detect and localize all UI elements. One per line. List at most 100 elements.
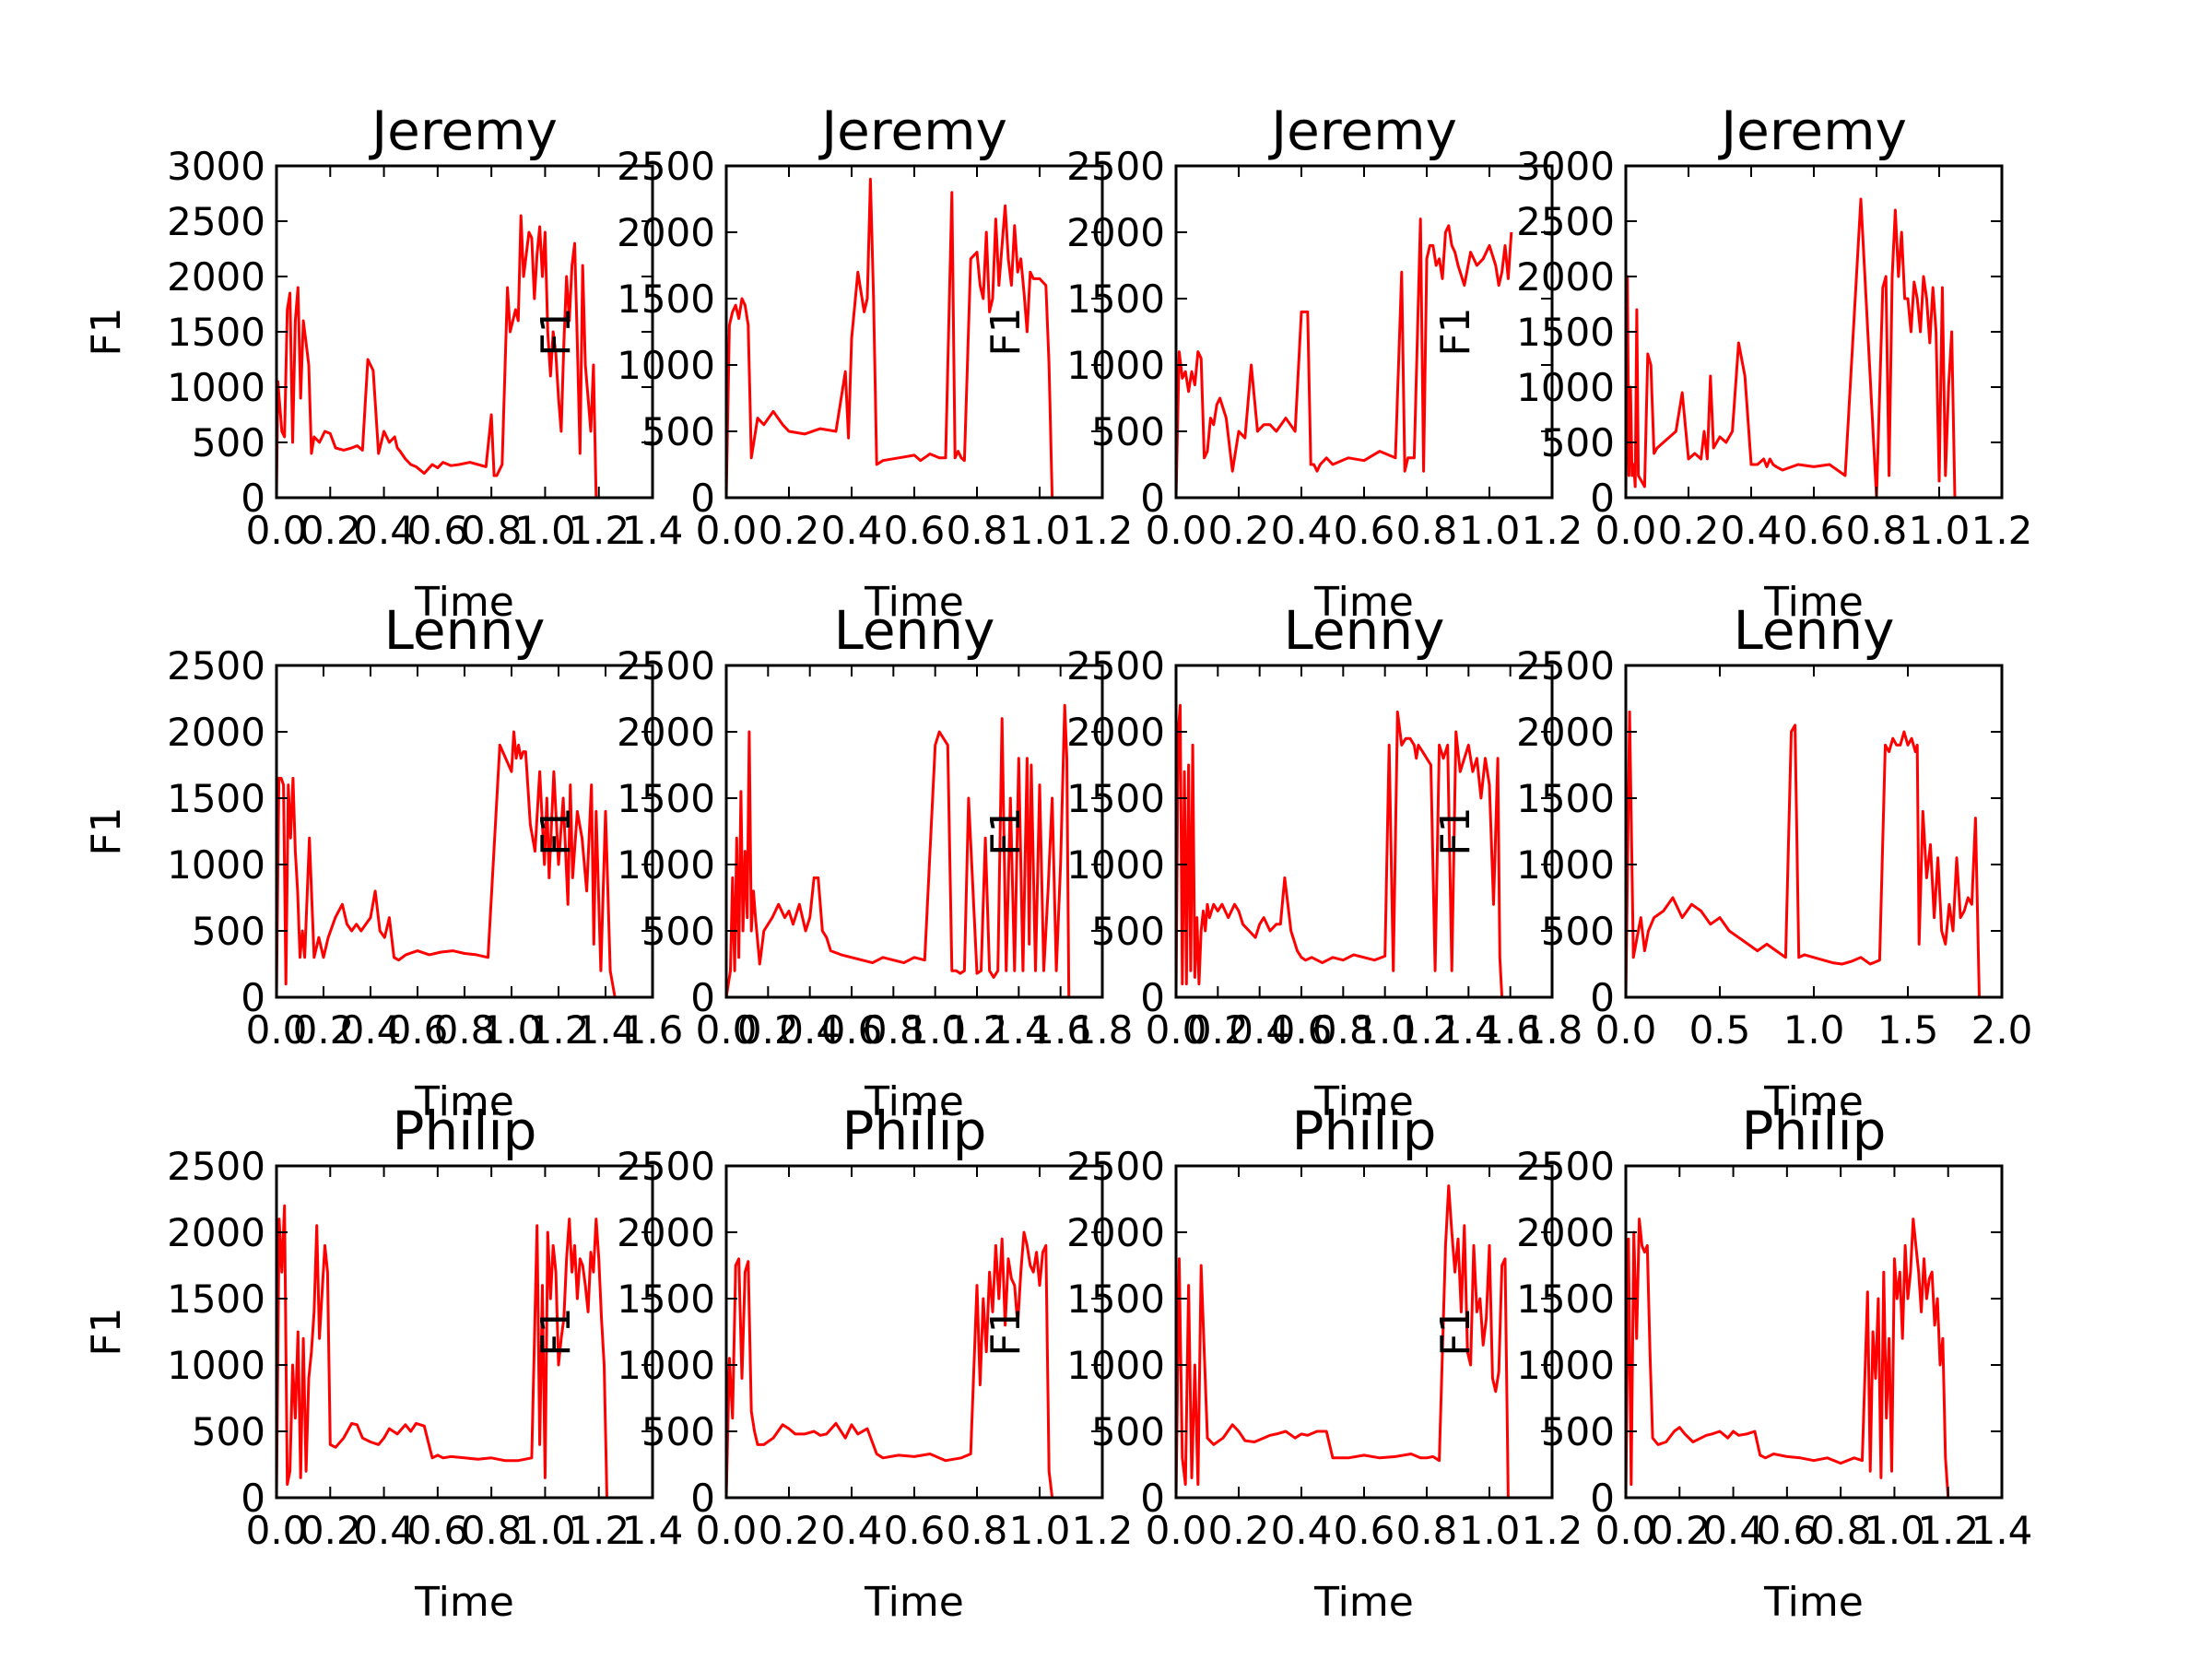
x-tick-label: 0.0 <box>1595 1007 1657 1053</box>
x-tick-label: 0.4 <box>779 1007 841 1053</box>
y-tick-label: 0 <box>241 476 265 521</box>
x-tick-label: 1.0 <box>1009 1508 1071 1553</box>
subplot-9: 0.00.20.40.60.81.01.21.4 0 500 1000 1500 2000… <box>83 1100 683 1626</box>
y-tick-label: 1500 <box>617 776 715 821</box>
y-tick-label: 500 <box>1091 1409 1165 1454</box>
x-tick-label: 1.0 <box>1864 1508 1925 1553</box>
x-tick-label: 0.8 <box>1810 1508 1872 1553</box>
x-tick-label: 0.6 <box>1783 508 1845 553</box>
x-axis-label: Time <box>1763 1579 1864 1626</box>
x-tick-label: 1.2 <box>1917 1508 1979 1553</box>
y-tick-label: 2500 <box>617 1144 715 1189</box>
x-tick-label: 0.2 <box>1187 1007 1249 1053</box>
x-tick-label: 1.4 <box>1971 1508 2033 1553</box>
y-tick-label: 0 <box>1140 975 1165 1020</box>
y-tick-label: 2000 <box>617 1210 715 1255</box>
x-tick-label: 0.4 <box>821 508 883 553</box>
x-tick-label: 0.8 <box>947 508 1008 553</box>
y-tick-label: 1000 <box>1066 343 1165 388</box>
subplot-title: Philip <box>1742 1100 1887 1162</box>
y-axis-label: F1 <box>533 307 580 356</box>
subplot-3: 0.0 0.2 0.4 0.6 0.8 1.0 1.20500100015002000250… <box>982 100 1583 626</box>
x-tick-label: 0.8 <box>1846 508 1908 553</box>
x-tick-label: 0.8 <box>1396 508 1458 553</box>
x-tick-label: 0.6 <box>821 1007 883 1053</box>
x-tick-label: 1.0 <box>514 1508 576 1553</box>
y-tick-label: 2500 <box>1066 1144 1165 1189</box>
subplot-title: Lenny <box>834 599 995 662</box>
x-axis-label: Time <box>864 579 964 626</box>
subplot-title: Philip <box>1292 1100 1437 1162</box>
y-tick-label: 1000 <box>1066 1343 1165 1388</box>
x-tick-label: 1.4 <box>988 1007 1050 1053</box>
y-tick-label: 2500 <box>617 643 715 688</box>
y-tick-label: 500 <box>641 1409 715 1454</box>
x-tick-label: 0.4 <box>1271 508 1333 553</box>
subplot-11: 0.0 0.2 0.4 0.6 0.8 1.0 1.20500100015002000250… <box>982 1100 1583 1626</box>
x-tick-label: 1.2 <box>947 1007 1008 1053</box>
x-tick-label: 1.4 <box>575 1007 637 1053</box>
x-tick-label: 0.0 <box>1595 508 1657 553</box>
x-tick-label: 0.0 <box>1595 1508 1657 1553</box>
y-tick-label: 2000 <box>1516 1210 1615 1255</box>
y-tick-label: 1500 <box>617 276 715 322</box>
x-axis-label: Time <box>864 1078 964 1125</box>
y-tick-label: 2000 <box>167 1210 265 1255</box>
subplot-1: 0.00.20.40.60.81.01.21.4 0 500 1000 1500 2000… <box>83 100 683 626</box>
y-tick-label: 1000 <box>617 842 715 888</box>
x-tick-label: 0.2 <box>293 1007 355 1053</box>
subplot-title: Lenny <box>1284 599 1445 662</box>
y-axis-label: F1 <box>1432 307 1479 356</box>
x-tick-label: 0.0 <box>1146 1007 1207 1053</box>
y-tick-label: 500 <box>1541 420 1615 465</box>
x-tick-label: 1.0 <box>1009 508 1071 553</box>
y-tick-label: 0 <box>1590 1476 1615 1521</box>
y-tick-label: 1500 <box>1066 776 1165 821</box>
series-line <box>1624 197 1957 500</box>
y-axis-label: F1 <box>1432 1307 1479 1356</box>
y-tick-label: 2500 <box>167 199 265 244</box>
y-tick-label: 0 <box>1590 476 1615 521</box>
x-tick-label: 0.8 <box>947 1508 1008 1553</box>
y-tick-label: 0 <box>1140 1476 1165 1521</box>
series-line <box>275 214 599 500</box>
x-tick-label: 1.4 <box>622 1508 684 1553</box>
x-tick-label: 0.6 <box>1334 1508 1395 1553</box>
x-tick-label: 0.4 <box>1721 508 1783 553</box>
y-tick-label: 1000 <box>617 343 715 388</box>
series-line <box>1174 218 1513 499</box>
subplot-title: Philip <box>842 1100 987 1162</box>
y-axis-label: F1 <box>982 806 1030 855</box>
x-tick-label: 0.8 <box>1396 1508 1458 1553</box>
x-axis-label: Time <box>414 1078 514 1125</box>
series-line <box>724 1230 1055 1500</box>
y-tick-label: 0 <box>690 476 715 521</box>
x-tick-label: 0.0 <box>1146 1508 1207 1553</box>
x-tick-label: 1.0 <box>514 508 576 553</box>
x-tick-label: 2.0 <box>1971 1007 2033 1053</box>
x-tick-label: 0.0 <box>696 1007 758 1053</box>
y-tick-label: 0 <box>690 975 715 1020</box>
x-tick-label: 0.6 <box>884 508 946 553</box>
y-tick-label: 0 <box>690 1476 715 1521</box>
y-tick-label: 500 <box>641 909 715 954</box>
series-line <box>1174 703 1504 998</box>
x-tick-label: 1.4 <box>622 508 684 553</box>
x-tick-label: 0.0 <box>1146 508 1207 553</box>
series-line <box>1624 710 1981 998</box>
x-tick-label: 0.4 <box>1702 1508 1764 1553</box>
y-tick-label: 1000 <box>1516 1343 1615 1388</box>
subplot-7: 0.00.20.40.60.81.01.21.41.61.80500100015… <box>982 599 1583 1125</box>
y-tick-label: 2500 <box>167 643 265 688</box>
y-axis-label: F1 <box>533 806 580 855</box>
x-axis-label: Time <box>1313 1078 1414 1125</box>
y-axis-label: F1 <box>83 307 130 356</box>
x-tick-label: 0.6 <box>1334 508 1395 553</box>
y-tick-label: 1500 <box>1066 276 1165 322</box>
y-tick-label: 500 <box>1541 909 1615 954</box>
axes-frame <box>1174 1164 1554 1500</box>
y-tick-label: 1500 <box>1516 310 1615 355</box>
x-tick-label: 0.8 <box>461 508 523 553</box>
x-tick-label: 0.0 <box>246 1007 308 1053</box>
